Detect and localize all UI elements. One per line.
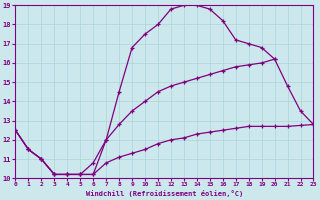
X-axis label: Windchill (Refroidissement éolien,°C): Windchill (Refroidissement éolien,°C) [86, 190, 243, 197]
